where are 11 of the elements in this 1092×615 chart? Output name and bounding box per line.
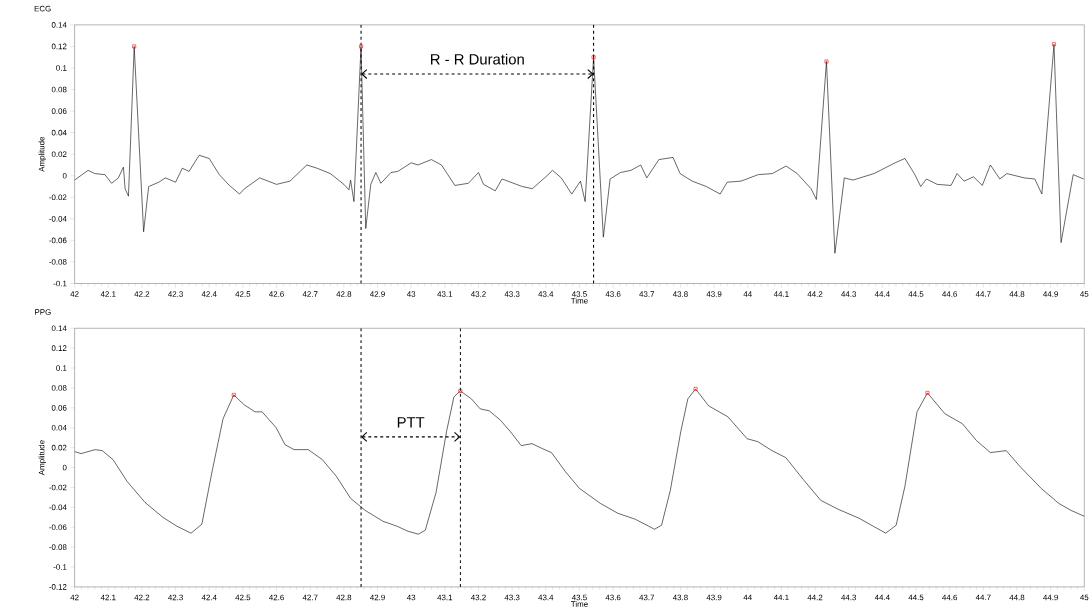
point bbox=[693, 387, 698, 391]
point bbox=[824, 59, 829, 64]
point bbox=[359, 44, 363, 49]
annotation: R - R Duration bbox=[431, 53, 524, 65]
point bbox=[231, 393, 236, 397]
point bbox=[925, 391, 930, 395]
point bbox=[458, 389, 463, 393]
annotation: PTT bbox=[397, 417, 425, 428]
point bbox=[132, 44, 137, 49]
point bbox=[591, 55, 596, 60]
point bbox=[1052, 42, 1056, 47]
